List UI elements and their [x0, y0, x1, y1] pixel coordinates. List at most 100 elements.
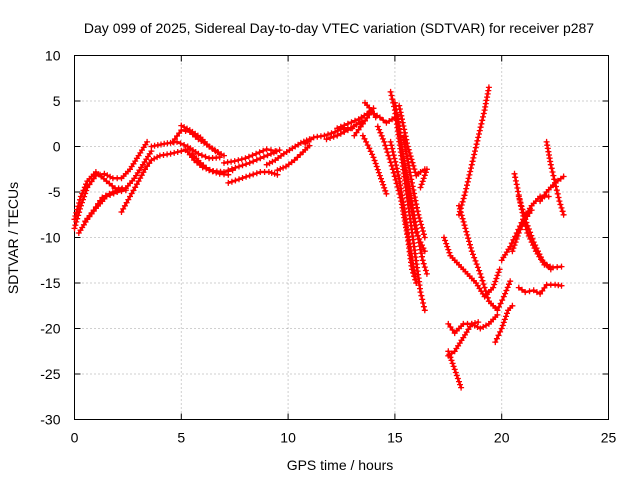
data-point — [77, 196, 83, 203]
data-point — [122, 187, 129, 194]
data-point — [496, 303, 502, 310]
data-point — [381, 138, 388, 145]
data-point — [327, 135, 334, 141]
data-point — [441, 234, 447, 241]
data-point — [457, 381, 463, 388]
data-point — [494, 272, 501, 279]
data-point — [446, 249, 453, 256]
data-point — [467, 168, 474, 175]
data-point — [253, 170, 260, 177]
data-point — [130, 187, 137, 194]
data-point — [409, 179, 415, 186]
data-point — [511, 170, 518, 177]
data-point — [388, 142, 395, 149]
data-point — [411, 190, 418, 197]
data-point — [125, 196, 132, 203]
data-point — [490, 284, 497, 291]
data-point — [95, 200, 101, 207]
data-point — [71, 216, 78, 223]
data-point — [72, 213, 79, 219]
data-point — [372, 160, 379, 167]
data-point — [271, 170, 278, 177]
data-point — [418, 181, 425, 188]
data-point — [374, 166, 381, 173]
data-point — [388, 162, 395, 169]
data-point — [465, 235, 472, 242]
data-point — [213, 169, 220, 176]
data-point — [257, 155, 264, 162]
data-point — [232, 164, 239, 171]
data-point — [364, 142, 371, 149]
data-point — [515, 230, 522, 236]
data-point — [533, 289, 540, 296]
y-tick-label: -5 — [48, 184, 61, 200]
data-point — [120, 205, 127, 212]
data-point — [383, 190, 390, 197]
data-point — [115, 187, 122, 194]
data-point — [379, 135, 386, 142]
data-point — [348, 119, 355, 126]
data-point — [419, 178, 426, 185]
data-point — [118, 186, 125, 193]
data-point — [246, 159, 253, 166]
data-series-42 — [515, 281, 565, 297]
data-point — [81, 184, 88, 191]
data-point — [522, 216, 529, 223]
data-point — [551, 176, 558, 183]
data-point — [456, 378, 462, 385]
data-point — [445, 246, 452, 253]
data-point — [236, 163, 242, 170]
data-point — [253, 156, 260, 163]
data-point — [334, 132, 341, 139]
data-point — [353, 121, 360, 128]
data-series-43 — [537, 173, 567, 205]
data-point — [423, 270, 430, 277]
data-point — [472, 144, 479, 151]
data-series-37 — [492, 302, 516, 346]
data-point — [410, 187, 417, 193]
data-point — [412, 276, 419, 283]
data-point — [228, 165, 235, 172]
data-series-44 — [543, 138, 567, 218]
data-series-5 — [118, 166, 148, 215]
data-point — [463, 228, 470, 235]
data-point — [323, 136, 330, 143]
data-point — [461, 222, 468, 229]
data-point — [420, 231, 427, 238]
data-series-18 — [323, 118, 366, 143]
data-point — [392, 158, 399, 165]
data-point — [526, 288, 533, 295]
data-point — [79, 190, 86, 197]
data-point — [443, 240, 450, 247]
data-point — [418, 250, 425, 257]
data-point — [106, 190, 113, 197]
data-point — [412, 197, 419, 204]
data-point — [554, 190, 561, 197]
data-point — [476, 131, 482, 137]
data-point — [495, 269, 502, 276]
data-point — [73, 209, 80, 216]
data-point — [370, 110, 377, 117]
data-point — [483, 97, 490, 104]
data-point — [260, 153, 267, 160]
data-series-4 — [82, 186, 125, 225]
data-point — [476, 127, 483, 134]
data-point — [75, 203, 82, 210]
data-point — [499, 297, 506, 304]
data-point — [378, 175, 384, 182]
data-point — [370, 154, 377, 161]
data-series-11 — [189, 150, 232, 178]
data-point — [417, 218, 424, 225]
data-point — [478, 120, 485, 127]
data-point — [378, 132, 385, 139]
data-point — [419, 296, 426, 303]
data-point — [472, 320, 478, 326]
data-point — [391, 173, 398, 180]
data-point — [547, 266, 554, 273]
data-point — [239, 175, 246, 181]
data-point — [525, 226, 532, 232]
data-point — [492, 339, 499, 346]
data-point — [76, 200, 83, 206]
data-point — [121, 202, 128, 209]
data-point — [475, 134, 482, 141]
